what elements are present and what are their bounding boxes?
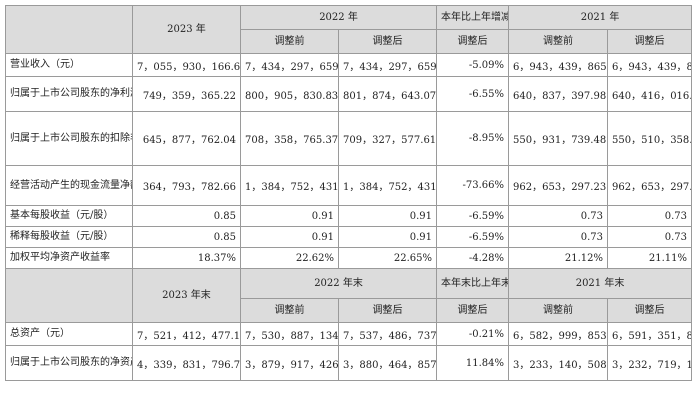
header-row-years: 2023 年 2022 年 本年比上年增减 2021 年 — [5, 5, 693, 54]
table-row: 总资产（元） 7，521，412，477.11 7，530，887，134.25… — [5, 322, 693, 346]
header-blank-cell — [5, 268, 133, 323]
row-label: 基本每股收益（元/股） — [5, 205, 133, 227]
value-2021-after: 0.73 — [607, 226, 693, 248]
financial-summary-table: 2023 年 2022 年 本年比上年增减 2021 年 调整前 调整后 调整后… — [5, 5, 693, 381]
value-2021-after: 3，232，719，126.71 — [607, 345, 693, 381]
value-2021-before: 0.73 — [508, 205, 609, 227]
header-blank-cell — [5, 5, 133, 54]
col-header-2021-before: 调整前 — [508, 298, 609, 323]
value-2023: 645，877，762.04 — [132, 111, 241, 166]
value-2022-after: 7，434，297，659.46 — [337, 53, 438, 77]
value-2021-before: 6，582，999，853.75 — [508, 322, 609, 346]
value-2022-after: 7，537，486，737.29 — [337, 322, 438, 346]
value-2021-after: 640，416，016.67 — [607, 76, 693, 112]
value-2022-before: 0.91 — [240, 226, 339, 248]
value-2023: 0.85 — [132, 205, 241, 227]
value-yoy: 11.84% — [436, 345, 510, 381]
value-2022-after: 3，880，464，857.54 — [337, 345, 438, 381]
value-yoy: -8.95% — [436, 111, 510, 166]
col-header-2021: 2021 年 — [508, 5, 693, 30]
row-label: 归属于上市公司股东的扣除非经常性损益的净利润（元） — [5, 111, 133, 166]
col-header-yoy: 本年比上年增减 — [436, 5, 510, 30]
col-header-2022: 2022 年 — [239, 5, 438, 30]
table-row: 经营活动产生的现金流量净额（元） 364，793，782.66 1，384，75… — [5, 165, 693, 206]
col-header-2022-before: 调整前 — [240, 298, 339, 323]
value-2021-after: 6，943，439，865.01 — [607, 53, 693, 77]
table-row: 稀释每股收益（元/股） 0.85 0.91 0.91 -6.59% 0.73 0… — [5, 226, 693, 248]
value-2023: 749，359，365.22 — [132, 76, 241, 112]
value-2021-after: 550，510，358.17 — [607, 111, 693, 166]
value-2022-after: 0.91 — [337, 226, 438, 248]
value-2022-before: 7，434，297，659.46 — [240, 53, 339, 77]
value-2021-after: 6，591，351，826.72 — [607, 322, 693, 346]
value-2022-before: 7，530，887，134.25 — [240, 322, 339, 346]
value-yoy: -6.59% — [436, 205, 510, 227]
value-2022-after: 22.65% — [337, 247, 438, 269]
value-2022-before: 3，879，917，426.61 — [240, 345, 339, 381]
table-row: 营业收入（元） 7，055，930，166.63 7，434，297，659.4… — [5, 53, 693, 77]
table-row: 加权平均净资产收益率 18.37% 22.62% 22.65% -4.28% 2… — [5, 247, 693, 269]
col-header-2022-before: 调整前 — [240, 29, 339, 54]
value-2021-before: 550，931，739.48 — [508, 111, 609, 166]
value-2022-before: 1，384，752，431.43 — [240, 165, 339, 206]
row-label: 经营活动产生的现金流量净额（元） — [5, 165, 133, 206]
value-2021-before: 3，233，140，508.02 — [508, 345, 609, 381]
value-2023: 7，055，930，166.63 — [132, 53, 241, 77]
value-2022-after: 801，874，643.07 — [337, 76, 438, 112]
value-2023: 364，793，782.66 — [132, 165, 241, 206]
value-2022-before: 0.91 — [240, 205, 339, 227]
header-row-adjust-end: 调整前 调整后 调整后 调整前 调整后 — [6, 298, 693, 323]
row-label: 稀释每股收益（元/股） — [5, 226, 133, 248]
value-2022-before: 800，905，830.83 — [240, 76, 339, 112]
value-2023: 0.85 — [132, 226, 241, 248]
col-header-yoy-end: 本年末比上年末增减 — [436, 268, 510, 299]
row-label: 归属于上市公司股东的净资产（元） — [5, 345, 133, 381]
value-yoy: -6.59% — [436, 226, 510, 248]
row-label: 加权平均净资产收益率 — [5, 247, 133, 269]
value-2022-after: 0.91 — [337, 205, 438, 227]
col-header-2022-end: 2022 年末 — [239, 268, 438, 299]
header-row-adjust: 调整前 调整后 调整后 调整前 调整后 — [6, 29, 693, 54]
value-2021-before: 962，653，297.23 — [508, 165, 609, 206]
row-label: 归属于上市公司股东的净利润（元） — [5, 76, 133, 112]
value-2021-before: 21.12% — [508, 247, 609, 269]
value-2023: 18.37% — [132, 247, 241, 269]
col-header-2022-after: 调整后 — [337, 298, 438, 323]
col-header-yoy-after: 调整后 — [436, 298, 510, 323]
value-2021-before: 640，837，397.98 — [508, 76, 609, 112]
col-header-2021-after: 调整后 — [607, 298, 693, 323]
value-2021-after: 0.73 — [607, 205, 693, 227]
value-2022-before: 22.62% — [240, 247, 339, 269]
value-2021-after: 962，653，297.23 — [607, 165, 693, 206]
table-row: 归属于上市公司股东的扣除非经常性损益的净利润（元） 645，877，762.04… — [5, 111, 693, 166]
table-row: 基本每股收益（元/股） 0.85 0.91 0.91 -6.59% 0.73 0… — [5, 205, 693, 227]
value-2022-after: 1，384，752，431.43 — [337, 165, 438, 206]
col-header-2022-after: 调整后 — [337, 29, 438, 54]
col-header-yoy-after: 调整后 — [436, 29, 510, 54]
col-header-2023-end: 2023 年末 — [132, 268, 241, 323]
value-2022-before: 708，358，765.37 — [240, 111, 339, 166]
col-header-2021-end: 2021 年末 — [508, 268, 693, 299]
header-row-years-end: 2023 年末 2022 年末 本年末比上年末增减 2021 年末 — [5, 268, 693, 323]
value-yoy: -0.21% — [436, 322, 510, 346]
row-label: 营业收入（元） — [5, 53, 133, 77]
value-2021-before: 0.73 — [508, 226, 609, 248]
value-2023: 7，521，412，477.11 — [132, 322, 241, 346]
col-header-2021-after: 调整后 — [607, 29, 693, 54]
table-row: 归属于上市公司股东的净资产（元） 4，339，831，796.78 3，879，… — [5, 345, 693, 381]
value-2023: 4，339，831，796.78 — [132, 345, 241, 381]
value-yoy: -6.55% — [436, 76, 510, 112]
value-yoy: -5.09% — [436, 53, 510, 77]
row-label: 总资产（元） — [5, 322, 133, 346]
col-header-2021-before: 调整前 — [508, 29, 609, 54]
value-2021-before: 6，943，439，865.01 — [508, 53, 609, 77]
table-row: 归属于上市公司股东的净利润（元） 749，359，365.22 800，905，… — [5, 76, 693, 112]
value-yoy: -4.28% — [436, 247, 510, 269]
col-header-2023: 2023 年 — [132, 5, 241, 54]
value-yoy: -73.66% — [436, 165, 510, 206]
value-2022-after: 709，327，577.61 — [337, 111, 438, 166]
value-2021-after: 21.11% — [607, 247, 693, 269]
